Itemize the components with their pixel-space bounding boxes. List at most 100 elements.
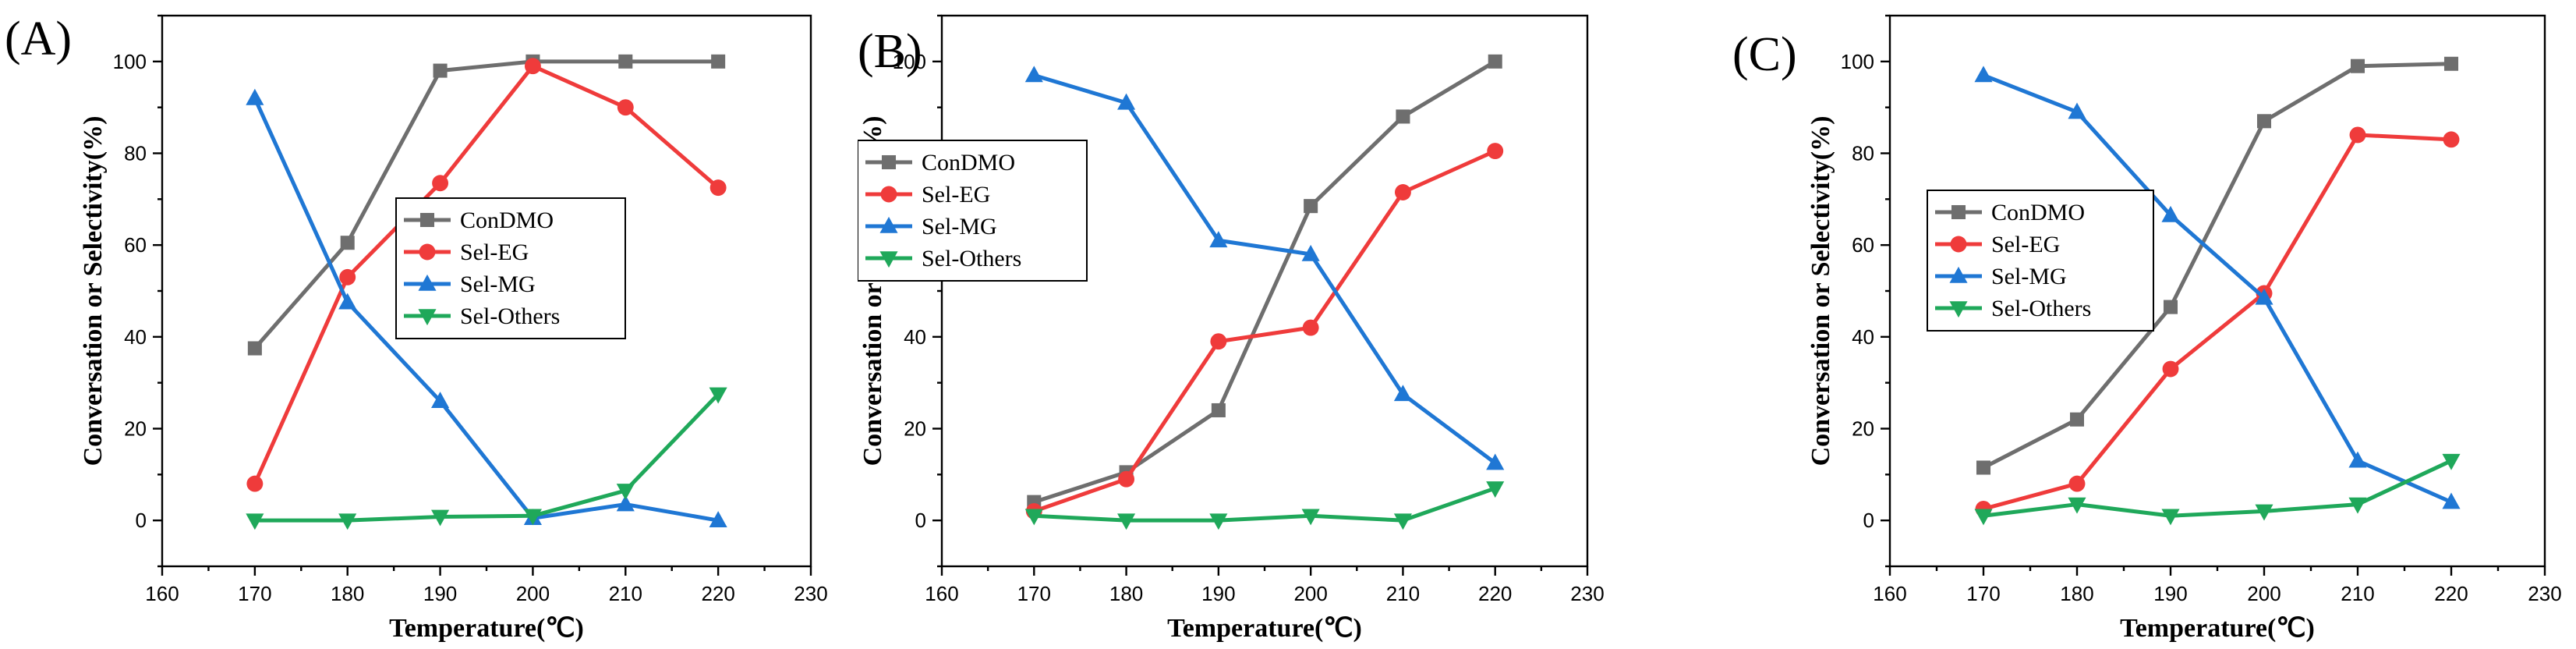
legend-marker-sel-others <box>879 251 898 268</box>
legend-label-condmo: ConDMO <box>460 207 554 233</box>
x-tick-label-c: 210 <box>2341 582 2374 605</box>
data-point-sel-others <box>709 387 727 404</box>
y-tick-label-c: 60 <box>1852 233 1874 257</box>
legend-label-sel-eg: Sel-EG <box>922 182 990 207</box>
data-point-sel-others <box>431 509 450 527</box>
legend-marker-sel-mg <box>418 274 437 291</box>
data-point-sel-eg <box>709 179 727 197</box>
data-point-condmo <box>1304 199 1318 214</box>
y-tick-label-a: 100 <box>113 50 147 73</box>
legend-marker-sel-eg <box>419 243 436 261</box>
x-tick-label-c: 220 <box>2434 582 2468 605</box>
data-point-sel-mg <box>2068 102 2086 119</box>
series-line-sel-eg <box>1983 133 2452 511</box>
data-point-sel-eg <box>2443 131 2460 148</box>
data-point-condmo <box>711 54 726 69</box>
data-point-sel-others <box>523 509 542 526</box>
data-point-sel-others <box>2348 497 2367 514</box>
data-point-condmo <box>340 236 355 250</box>
data-point-sel-others <box>1393 513 1412 530</box>
series-condmo-b <box>1027 54 1502 509</box>
series-line-sel-eg <box>1033 149 1496 513</box>
data-point-condmo <box>2350 59 2365 73</box>
data-point-sel-mg <box>709 511 727 527</box>
x-axis-title-a: Temperature(℃) <box>389 614 584 643</box>
series-sel-eg-b <box>1025 143 1504 520</box>
series-sel-mg-c <box>1974 66 2461 509</box>
chart-b: 160170180190200210220230020406080100Temp… <box>858 14 1605 643</box>
legend-label-sel-mg: Sel-MG <box>1991 264 2067 289</box>
x-tick-label-b: 230 <box>1570 582 1604 605</box>
legend-marker-sel-eg <box>1950 236 1967 253</box>
data-point-sel-eg <box>1394 184 1411 200</box>
legend-marker-sel-others <box>1949 301 1968 318</box>
data-point-condmo <box>1396 109 1410 124</box>
x-tick-label-a: 210 <box>609 582 642 605</box>
panel-c: 160 170 180 190 200 210 220 230 0 20 40 60 80 100 Temp… <box>1718 0 2576 649</box>
data-point-sel-others <box>1486 481 1505 498</box>
legend-label-condmo: ConDMO <box>1991 200 2085 225</box>
series-line-sel-mg <box>1983 73 2453 504</box>
chart-a: 160 170 180 190 200 210 220 230 0 20 40 60 80 100 Temp… <box>5 12 828 643</box>
y-tick-label-a: 0 <box>136 509 147 532</box>
y-tick-label-b: 0 <box>915 509 926 532</box>
y-tick-label-c: 20 <box>1852 417 1874 441</box>
panel-b: 160170180190200210220230020406080100Temp… <box>858 0 1718 649</box>
x-tick-label-a: 230 <box>794 582 827 605</box>
panel-label-b: (B) <box>858 25 922 78</box>
data-point-sel-eg <box>246 475 264 492</box>
y-tick-label-c: 40 <box>1852 325 1874 349</box>
data-point-sel-others <box>2068 497 2086 514</box>
data-point-sel-mg <box>2255 288 2273 305</box>
data-point-sel-eg <box>617 99 634 116</box>
legend-marker-condmo <box>1951 204 1966 220</box>
data-point-sel-others <box>246 513 264 530</box>
data-point-sel-others <box>1301 509 1320 526</box>
y-tick-label-b: 100 <box>893 50 926 73</box>
x-tick-label-b: 180 <box>1109 582 1143 605</box>
data-point-sel-others <box>1117 513 1136 530</box>
legend-marker-sel-mg <box>879 216 898 233</box>
data-point-condmo <box>1488 54 1502 69</box>
legend-label-sel-eg: Sel-EG <box>1991 232 2060 257</box>
data-point-sel-others <box>2255 504 2273 521</box>
data-point-condmo <box>2256 114 2272 129</box>
legend-label-sel-others: Sel-Others <box>460 303 560 329</box>
data-point-condmo <box>1976 460 1991 475</box>
data-point-sel-mg <box>2348 451 2367 468</box>
series-line-sel-eg <box>253 64 720 485</box>
x-tick-label-c: 180 <box>2060 582 2093 605</box>
data-point-sel-others <box>2442 453 2461 470</box>
data-point-sel-eg <box>2349 126 2366 144</box>
x-axis-title-c: Temperature(℃) <box>2120 614 2315 643</box>
y-tick-label-b: 20 <box>904 417 926 441</box>
legend-marker-sel-others <box>418 309 437 326</box>
x-tick-label-c: 190 <box>2153 582 2187 605</box>
x-tick-label-a: 220 <box>701 582 734 605</box>
data-point-sel-mg <box>1209 231 1228 248</box>
data-point-condmo <box>2443 56 2459 71</box>
x-axis-title-b: Temperature(℃) <box>1167 614 1362 643</box>
data-point-sel-eg <box>432 175 449 192</box>
y-tick-label-c: 80 <box>1852 142 1874 165</box>
series-sel-others-a <box>246 387 727 530</box>
panel-label-c: (C) <box>1732 28 1797 81</box>
data-point-sel-others <box>1209 513 1228 530</box>
x-tick-label-c: 160 <box>1873 582 1906 605</box>
series-line-condmo <box>1033 59 1496 505</box>
data-point-sel-mg <box>246 88 264 105</box>
data-point-sel-mg <box>1974 66 1993 83</box>
data-point-sel-mg <box>2161 205 2180 222</box>
series-line-condmo <box>253 59 719 350</box>
legend-marker-condmo <box>419 212 435 228</box>
legend-b: ConDMO Sel-EG Sel-MG Sel-Others <box>858 140 1088 282</box>
legend-marker-sel-eg <box>880 186 897 203</box>
series-line-condmo <box>1982 62 2452 470</box>
x-tick-label-a: 190 <box>423 582 457 605</box>
data-point-condmo <box>2163 300 2178 314</box>
data-point-sel-mg <box>616 495 635 512</box>
x-tick-label-a: 180 <box>331 582 364 605</box>
legend-c: ConDMO Sel-EG Sel-MG Sel-Others <box>1927 190 2154 332</box>
x-tick-label-a: 160 <box>145 582 179 605</box>
y-tick-label-b: 40 <box>904 325 926 349</box>
